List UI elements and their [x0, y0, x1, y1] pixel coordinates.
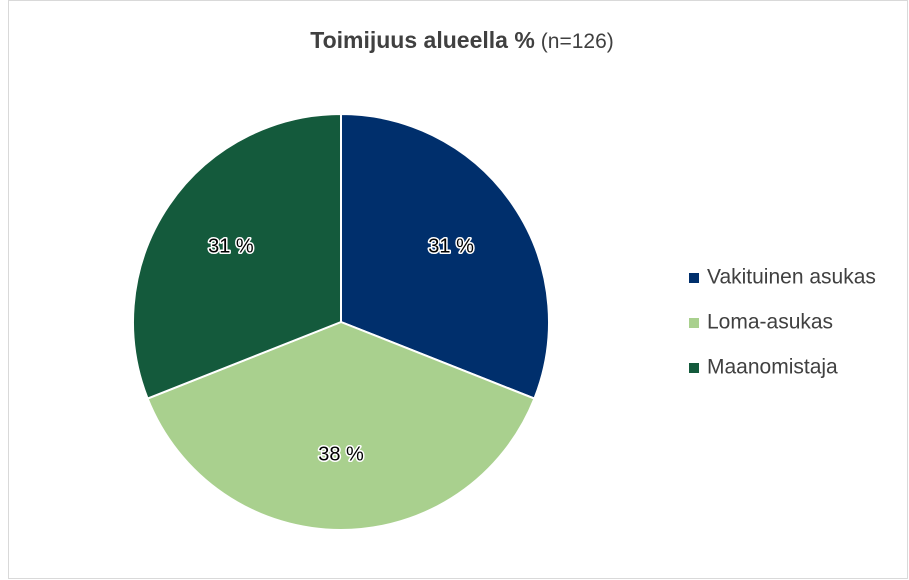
value-label: 38 %: [318, 443, 364, 465]
pie-slice: [340, 112, 550, 400]
legend-label: Vakituinen asukas: [707, 266, 876, 289]
legend-label: Maanomistaja: [707, 356, 838, 379]
chart-subtitle: (n=126): [541, 30, 614, 53]
legend-swatch: [689, 318, 699, 328]
legend-label: Loma-asukas: [707, 311, 833, 334]
legend-swatch: [689, 273, 699, 283]
chart-title: Toimijuus alueella %: [310, 27, 535, 53]
pie-slice: [132, 112, 342, 400]
legend-swatch: [689, 363, 699, 373]
value-label: 31 %: [428, 235, 474, 257]
value-label: 31 %: [208, 235, 254, 257]
chart-heading: Toimijuus alueella % (n=126): [310, 27, 614, 53]
pie-slice: [146, 320, 536, 531]
